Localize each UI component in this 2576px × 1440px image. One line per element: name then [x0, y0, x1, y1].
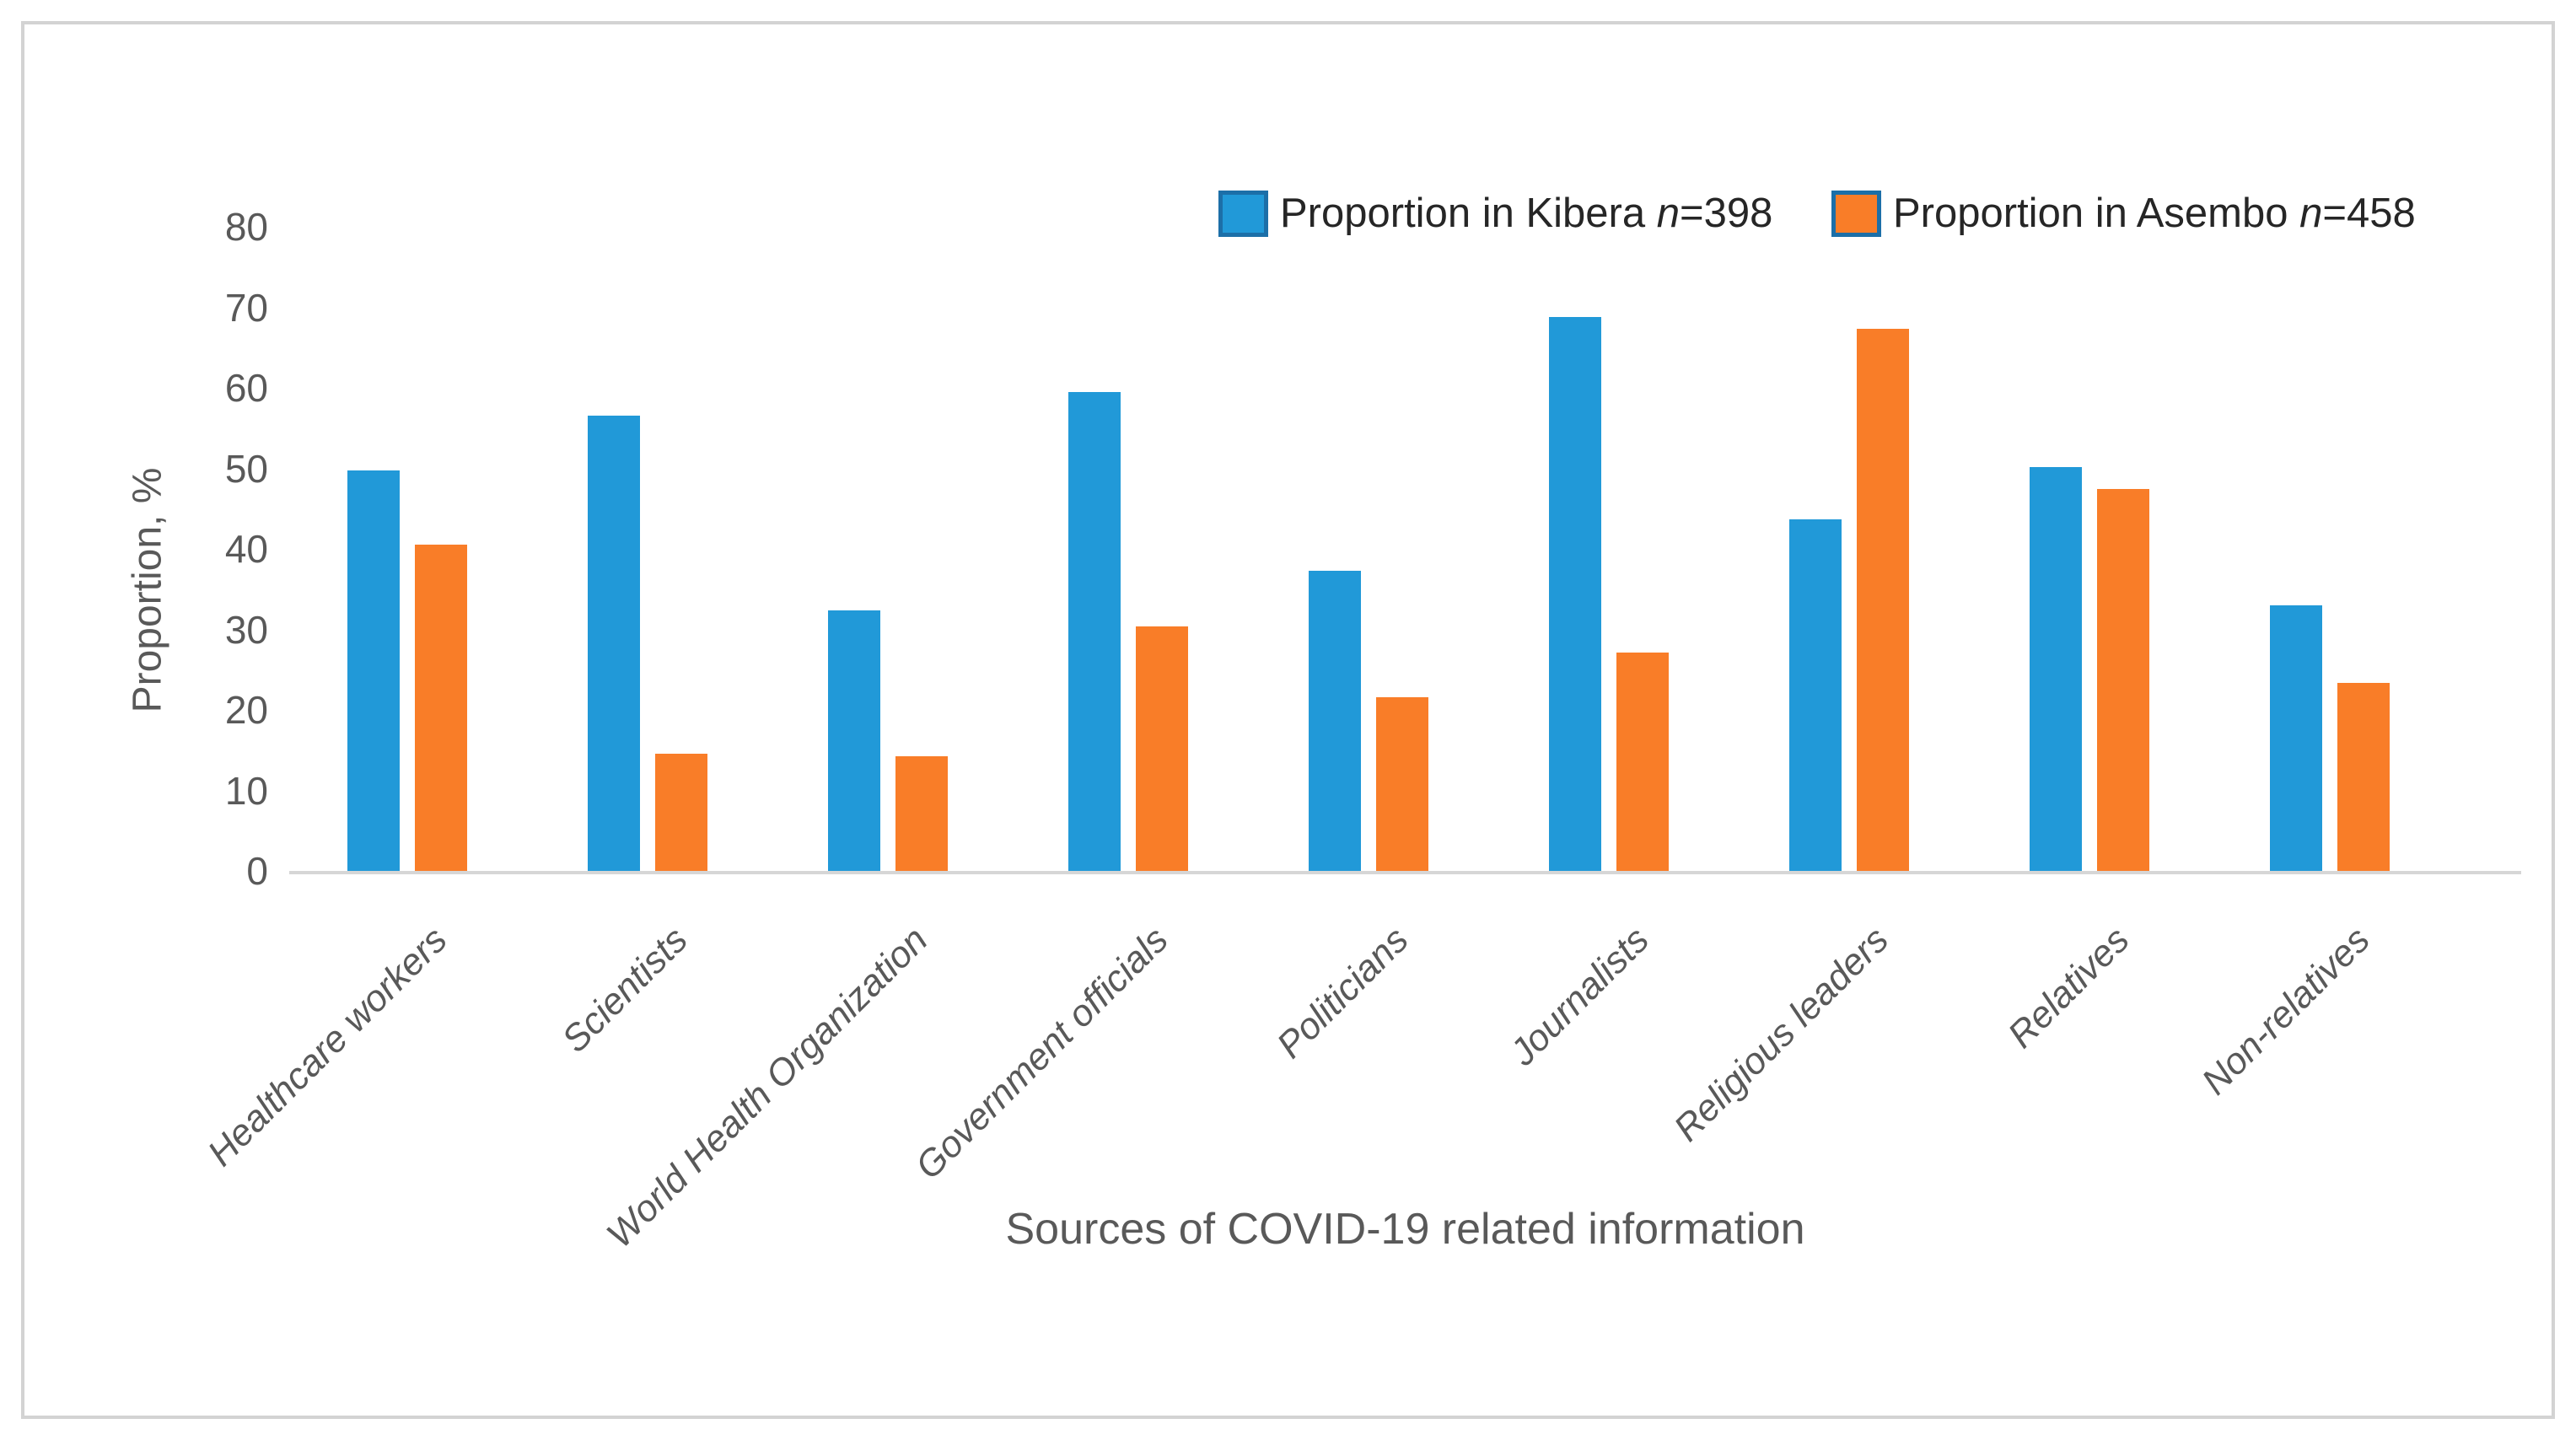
- bar-kibera-religious-leaders: [1789, 519, 1842, 871]
- bar-kibera-scientists: [588, 416, 640, 871]
- bar-kibera-relatives: [2030, 467, 2082, 871]
- legend-item-kibera: Proportion in Kibera n=398: [1218, 191, 1772, 237]
- legend-label-asembo-suffix: =458: [2322, 191, 2416, 236]
- y-tick-20: 20: [224, 688, 268, 732]
- bar-asembo-government-officials: [1136, 626, 1188, 871]
- legend-swatch-asembo-icon: [1831, 191, 1881, 237]
- legend-label-kibera-prefix: Proportion in Kibera: [1280, 191, 1657, 236]
- y-tick-50: 50: [224, 446, 268, 491]
- bar-kibera-government-officials: [1068, 392, 1121, 871]
- legend-item-asembo: Proportion in Asembo n=458: [1831, 191, 2416, 237]
- bar-asembo-politicians: [1376, 697, 1428, 871]
- y-tick-80: 80: [224, 205, 268, 249]
- bar-kibera-non-relatives: [2270, 605, 2322, 871]
- y-tick-40: 40: [224, 527, 268, 571]
- bar-asembo-journalists: [1616, 653, 1669, 871]
- y-tick-0: 0: [246, 849, 268, 893]
- legend-label-asembo-n: n: [2299, 191, 2323, 236]
- bar-kibera-politicians: [1309, 571, 1361, 871]
- y-tick-30: 30: [224, 607, 268, 652]
- legend-label-asembo: Proportion in Asembo n=458: [1893, 191, 2416, 237]
- bar-kibera-journalists: [1549, 317, 1601, 871]
- bar-asembo-world-health-organization: [895, 756, 948, 871]
- bar-asembo-religious-leaders: [1857, 329, 1909, 871]
- figure-border: [21, 21, 2555, 1419]
- plot-area: [289, 227, 2521, 874]
- bar-kibera-healthcare-workers: [347, 470, 400, 871]
- bar-asembo-non-relatives: [2337, 683, 2390, 871]
- legend-swatch-kibera-icon: [1218, 191, 1268, 237]
- y-tick-70: 70: [224, 285, 268, 330]
- legend-label-kibera: Proportion in Kibera n=398: [1280, 191, 1772, 237]
- y-tick-60: 60: [224, 366, 268, 410]
- legend-label-kibera-suffix: =398: [1679, 191, 1773, 236]
- bar-asembo-relatives: [2097, 489, 2149, 871]
- bar-asembo-scientists: [655, 754, 707, 871]
- legend-label-kibera-n: n: [1656, 191, 1680, 236]
- bar-kibera-world-health-organization: [828, 610, 880, 871]
- x-axis-title: Sources of COVID-19 related information: [1005, 1205, 1805, 1254]
- bar-asembo-healthcare-workers: [415, 545, 467, 871]
- legend-label-asembo-prefix: Proportion in Asembo: [1893, 191, 2300, 236]
- y-tick-10: 10: [224, 768, 268, 813]
- y-axis-title: Proportion, %: [125, 467, 170, 713]
